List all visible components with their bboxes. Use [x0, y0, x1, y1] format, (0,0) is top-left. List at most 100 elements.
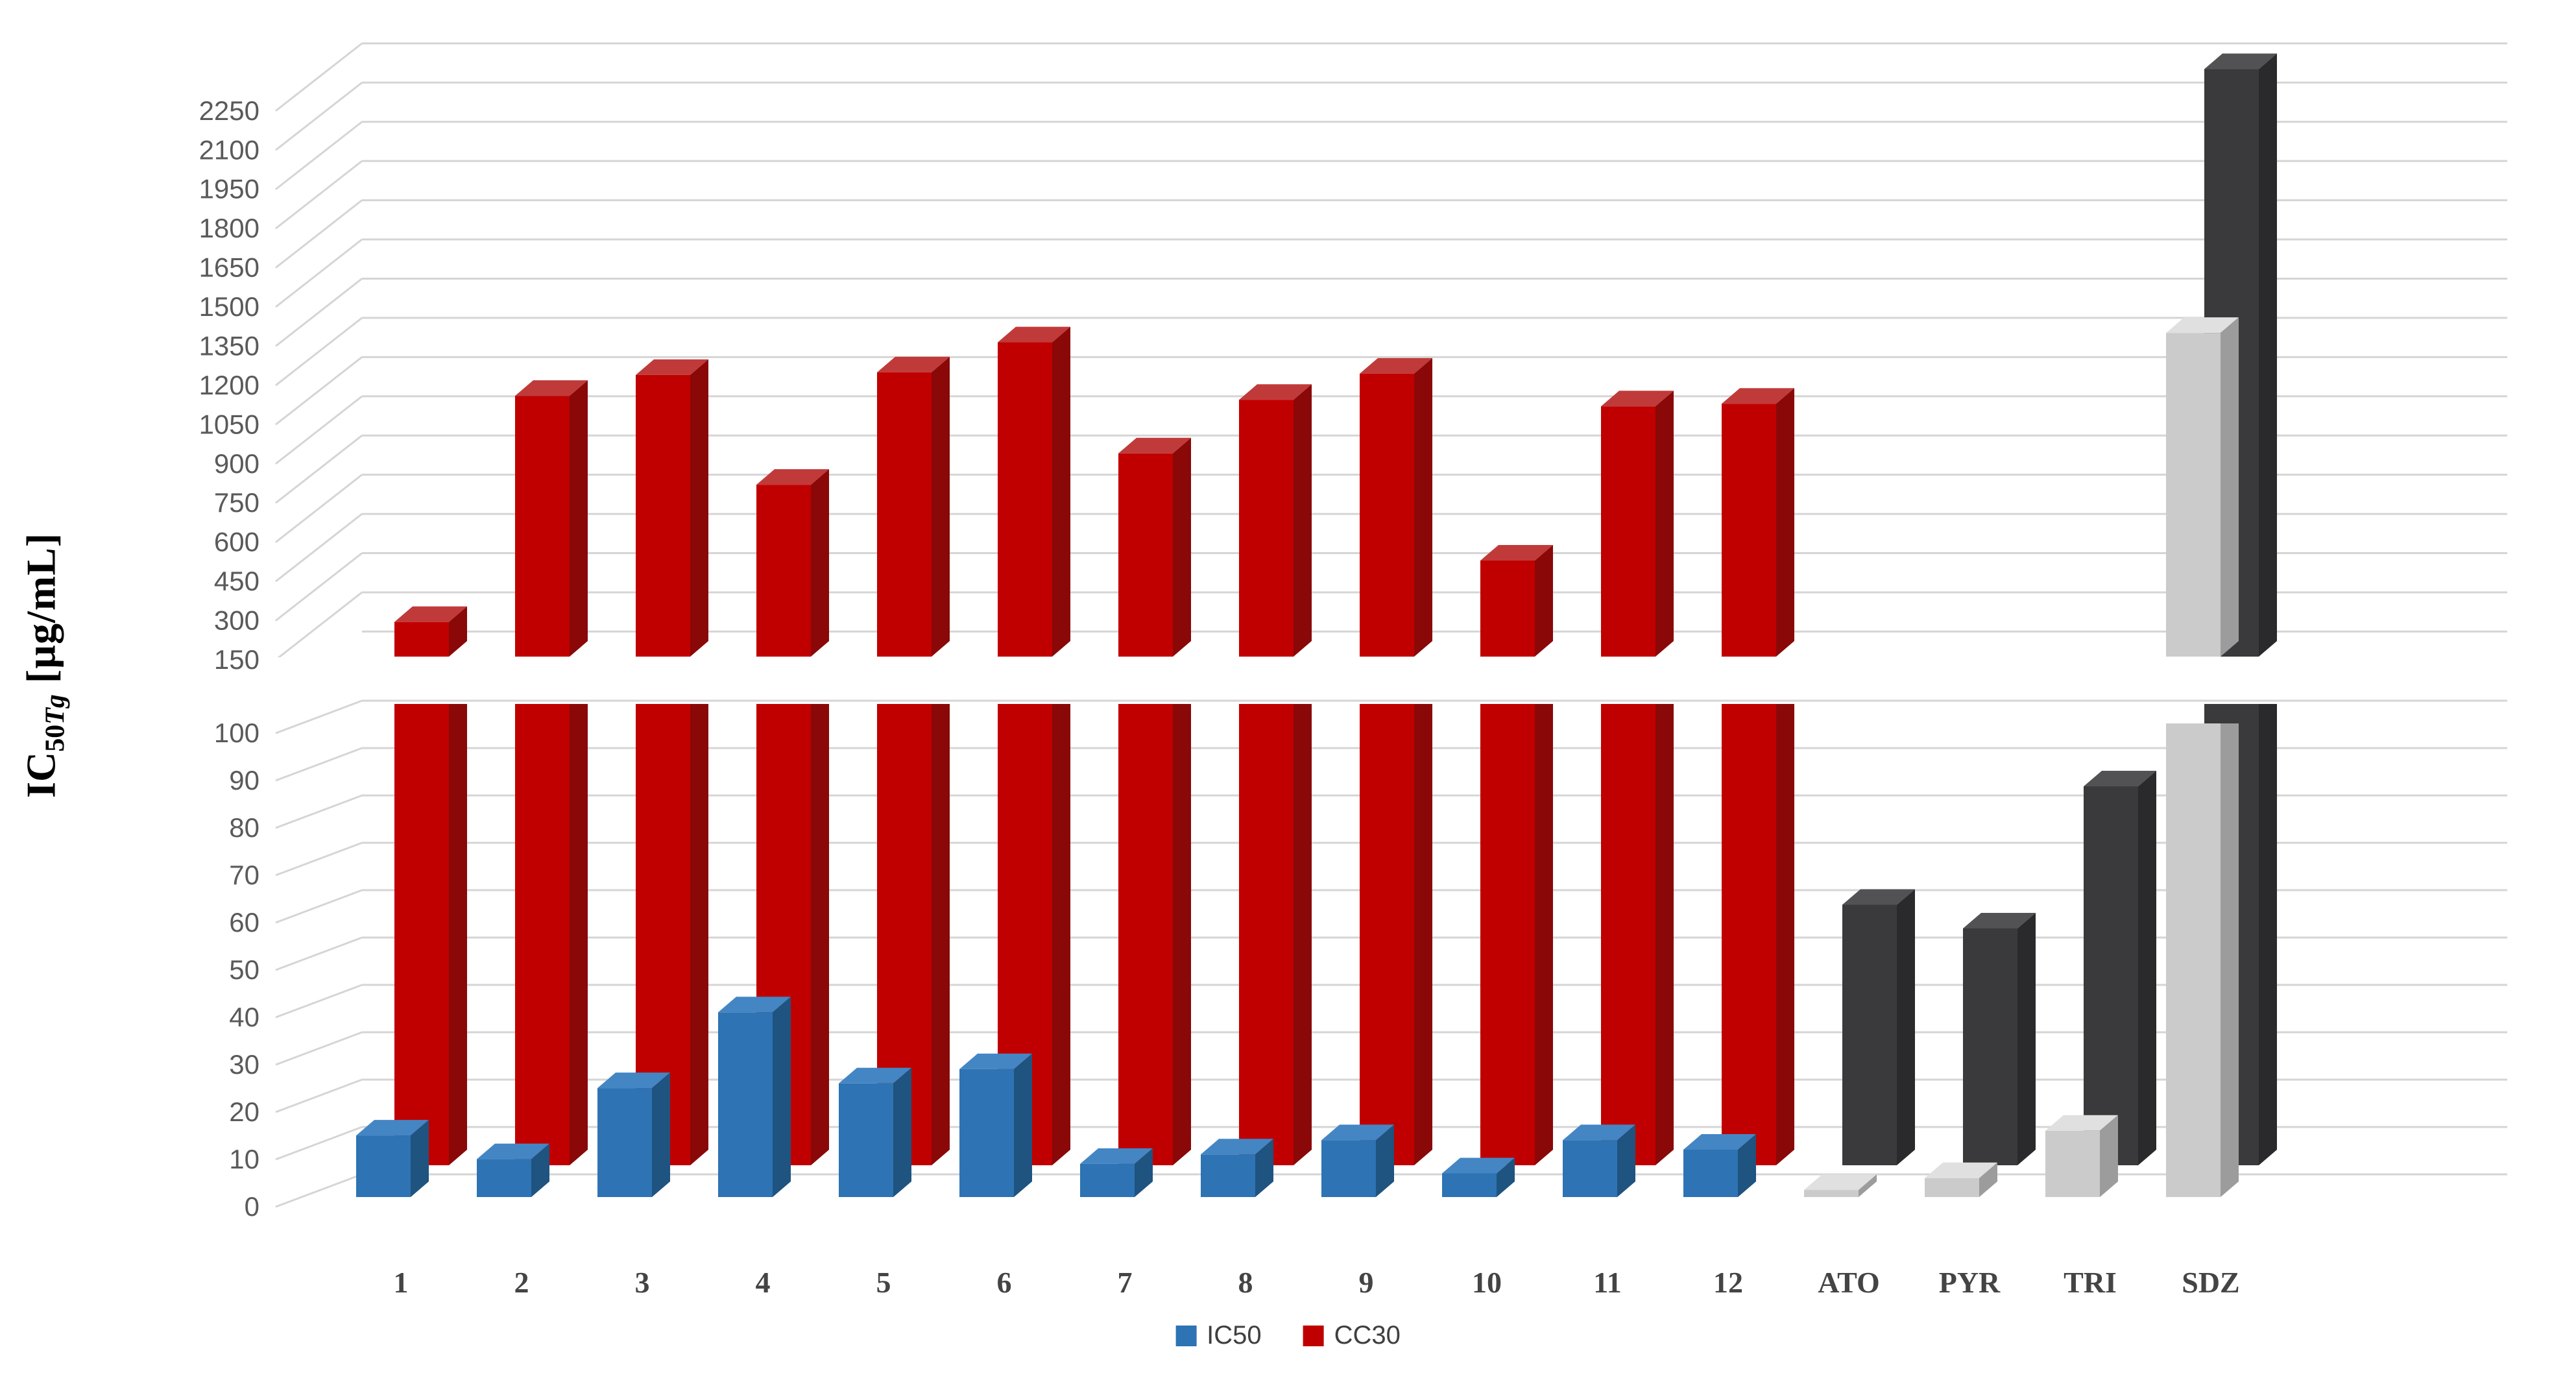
- bar-ic50-1: [356, 1120, 429, 1197]
- bar-ic50-upper-SDZ: [2166, 317, 2239, 657]
- bar-cc30-PYR: [1963, 913, 2036, 1165]
- category-label-8: 8: [1238, 1266, 1253, 1299]
- bar-ic50-lower-SDZ: [2166, 723, 2239, 1197]
- bar-ic50-2: [477, 1143, 549, 1197]
- bar-ic50-8: [1201, 1139, 1273, 1197]
- tick-label-1050: 1050: [199, 409, 259, 439]
- tick-label-1350: 1350: [199, 330, 259, 361]
- tick-label-1500: 1500: [199, 291, 259, 322]
- tick-label-100: 100: [214, 718, 259, 748]
- bar-cc30-upper-4: [756, 469, 829, 657]
- tick-label-40: 40: [229, 1002, 259, 1032]
- tick-label-90: 90: [229, 765, 259, 795]
- bar-cc30-lower-7: [1118, 704, 1191, 1165]
- bar-cc30-upper-12: [1722, 388, 1794, 657]
- bars: [356, 53, 2277, 1197]
- bar-cc30-lower-10: [1480, 704, 1553, 1165]
- category-labels: 1 2 3 4 5 6 7 8 9 10 11 12 ATO PYR TRI SDZ: [394, 1266, 2240, 1299]
- category-label-3: 3: [635, 1266, 650, 1299]
- tick-label-20: 20: [229, 1096, 259, 1127]
- legend-label-cc30: CC30: [1334, 1321, 1401, 1350]
- y-axis-title-unit: [µg/mL]: [18, 532, 64, 695]
- tick-label-10: 10: [229, 1144, 259, 1174]
- tick-label-750: 750: [214, 487, 259, 518]
- category-label-12: 12: [1713, 1266, 1743, 1299]
- tick-label-600: 600: [214, 527, 259, 557]
- legend: IC50 CC30: [1175, 1321, 1401, 1350]
- category-label-1: 1: [394, 1266, 409, 1299]
- bar-cc30-TRI: [2084, 771, 2156, 1165]
- category-label-5: 5: [876, 1266, 891, 1299]
- tick-label-300: 300: [214, 605, 259, 636]
- category-label-PYR: PYR: [1939, 1266, 2001, 1299]
- bar-cc30-upper-8: [1239, 384, 1312, 657]
- y-axis-title-sub: 50: [40, 724, 71, 752]
- bar-ic50-TRI: [2045, 1115, 2118, 1197]
- bar-ic50-9: [1321, 1124, 1394, 1197]
- tick-label-900: 900: [214, 448, 259, 479]
- bar-cc30-upper-10: [1480, 544, 1553, 657]
- tick-label-150: 150: [214, 644, 259, 675]
- tick-label-80: 80: [229, 812, 259, 843]
- bar-cc30-upper-6: [998, 326, 1070, 657]
- bar-cc30-lower-12: [1722, 704, 1794, 1165]
- bar-ic50-7: [1080, 1148, 1153, 1197]
- bar-ic50-ATO: [1804, 1174, 1877, 1197]
- bar-cc30-upper-3: [636, 359, 708, 657]
- category-label-TRI: TRI: [2064, 1266, 2117, 1299]
- axis-break-band: [263, 657, 2523, 699]
- tick-label-1200: 1200: [199, 370, 259, 400]
- bar-ic50-6: [959, 1053, 1032, 1197]
- bar-cc30-ATO: [1842, 889, 1915, 1165]
- bar-cc30-upper-7: [1118, 437, 1191, 657]
- y-axis-title-sub-italic: Tg: [40, 694, 71, 725]
- bar-cc30-upper-5: [877, 356, 950, 657]
- bar-cc30-upper-1: [394, 606, 467, 657]
- tick-label-60: 60: [229, 907, 259, 938]
- category-label-SDZ: SDZ: [2182, 1266, 2239, 1299]
- legend-swatch-cc30: [1303, 1325, 1324, 1346]
- tick-label-2250: 2250: [199, 95, 259, 126]
- category-label-6: 6: [997, 1266, 1012, 1299]
- bar-ic50-10: [1442, 1157, 1515, 1197]
- tick-label-2100: 2100: [199, 134, 259, 165]
- legend-label-ic50: IC50: [1207, 1321, 1262, 1350]
- legend-item-ic50: IC50: [1175, 1321, 1262, 1350]
- tick-label-50: 50: [229, 954, 259, 985]
- bar-cc30-upper-11: [1601, 391, 1674, 657]
- bar-ic50-4: [718, 997, 791, 1197]
- bar-cc30-lower-11: [1601, 704, 1674, 1165]
- bar-cc30-lower-8: [1239, 704, 1312, 1165]
- bar-cc30-upper-9: [1360, 357, 1432, 657]
- bar-cc30-lower-9: [1360, 704, 1432, 1165]
- bar-cc30-lower-2: [515, 704, 588, 1165]
- category-label-ATO: ATO: [1818, 1266, 1879, 1299]
- y-axis-title: IC50Tg [µg/mL]: [18, 457, 71, 873]
- bar-ic50-5: [839, 1067, 911, 1197]
- bar-ic50-11: [1563, 1124, 1635, 1197]
- bar-cc30-lower-1: [394, 704, 467, 1165]
- axis-tick-labels: 2250210019501800165015001350120010509007…: [199, 95, 259, 1222]
- bar-ic50-12: [1683, 1134, 1756, 1197]
- legend-swatch-ic50: [1175, 1325, 1197, 1346]
- tick-label-1800: 1800: [199, 213, 259, 243]
- category-label-10: 10: [1472, 1266, 1502, 1299]
- category-label-4: 4: [756, 1266, 771, 1299]
- bar-ic50-PYR: [1925, 1162, 1997, 1197]
- tick-label-70: 70: [229, 860, 259, 890]
- tick-label-0: 0: [245, 1191, 259, 1222]
- category-label-7: 7: [1118, 1266, 1133, 1299]
- tick-label-1950: 1950: [199, 174, 259, 204]
- category-label-2: 2: [514, 1266, 529, 1299]
- legend-item-cc30: CC30: [1303, 1321, 1401, 1350]
- y-axis-title-prefix: IC: [18, 751, 64, 798]
- category-label-11: 11: [1593, 1266, 1621, 1299]
- tick-label-450: 450: [214, 566, 259, 596]
- bar-cc30-upper-2: [515, 380, 588, 657]
- category-label-9: 9: [1359, 1266, 1374, 1299]
- tick-label-1650: 1650: [199, 252, 259, 283]
- bar-ic50-3: [597, 1072, 670, 1197]
- tick-label-30: 30: [229, 1049, 259, 1080]
